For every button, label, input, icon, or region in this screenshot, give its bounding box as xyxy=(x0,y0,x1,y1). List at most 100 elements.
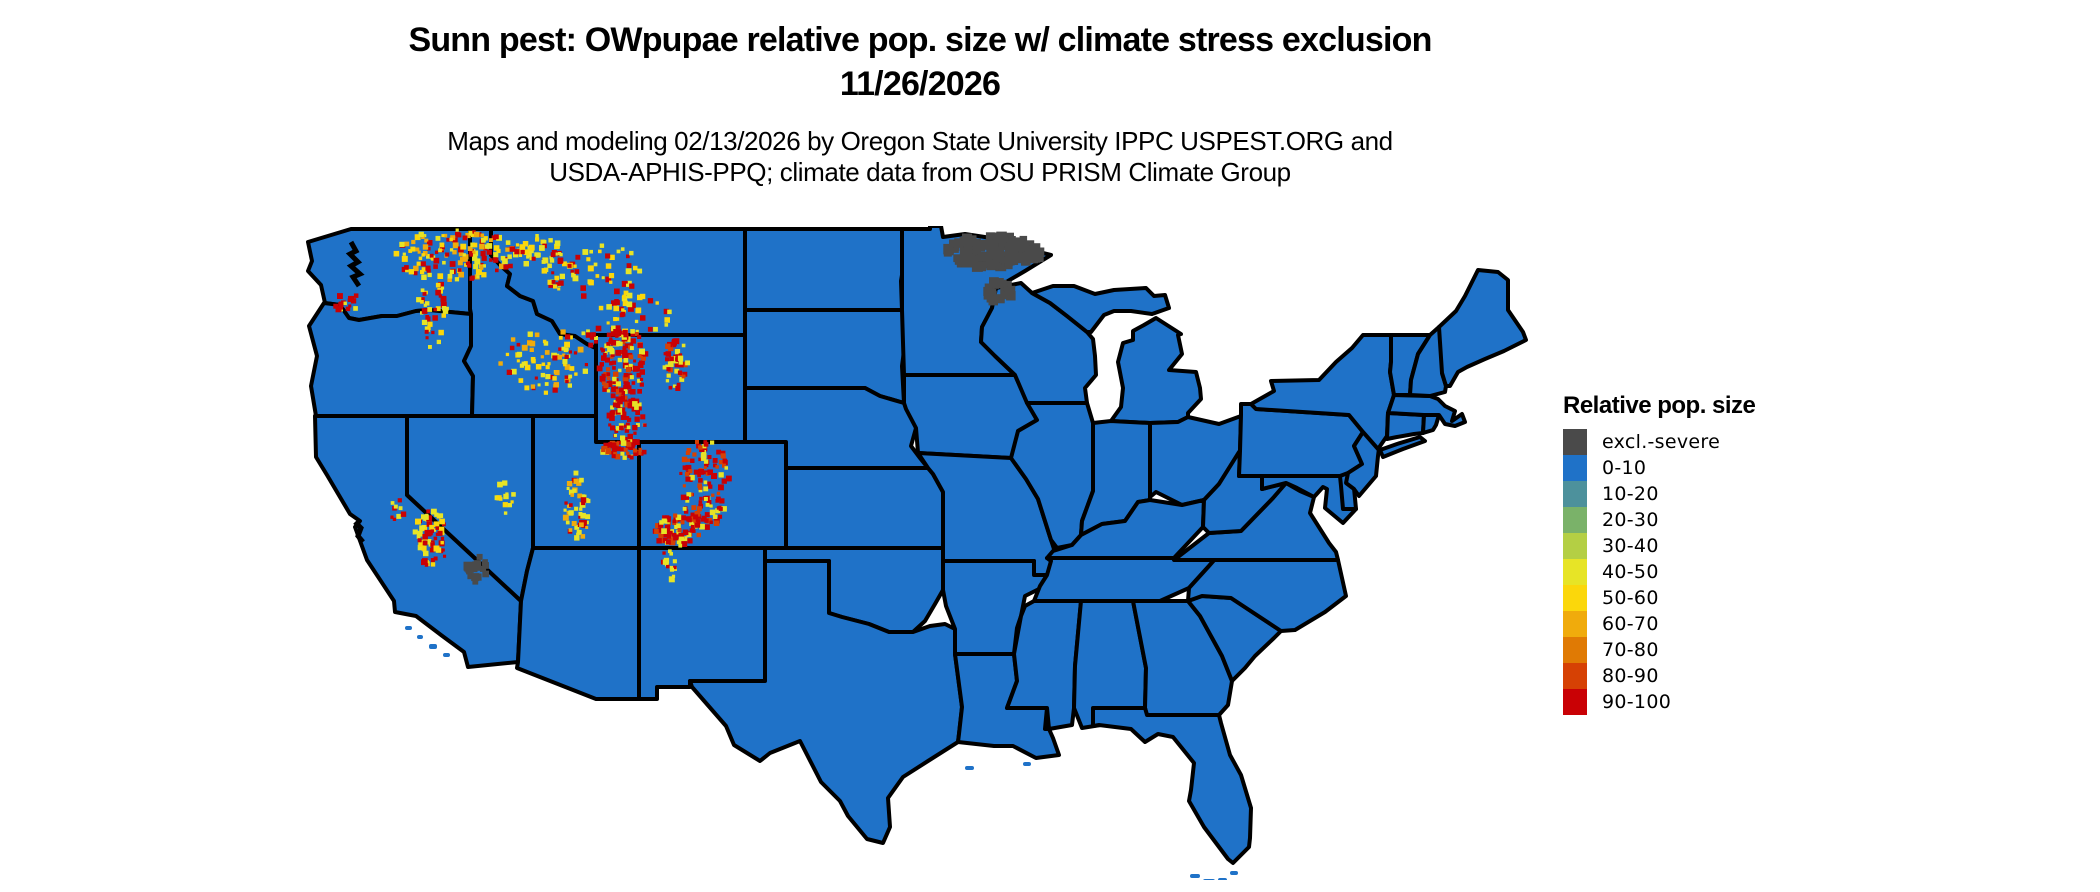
hotspot-n-new-mexico xyxy=(660,549,677,583)
raster-cell xyxy=(626,283,630,287)
raster-cell xyxy=(630,389,636,395)
raster-cell xyxy=(678,360,683,365)
raster-cell xyxy=(687,538,693,544)
raster-cell xyxy=(627,385,632,390)
raster-cell xyxy=(704,462,709,468)
raster-cell xyxy=(661,518,667,524)
raster-cell xyxy=(433,264,438,269)
raster-cell xyxy=(567,263,572,268)
raster-cell xyxy=(580,512,586,519)
raster-cell xyxy=(568,335,573,340)
raster-cell xyxy=(1005,249,1016,259)
raster-cell xyxy=(524,364,531,371)
raster-cell xyxy=(712,514,718,519)
raster-cell xyxy=(569,366,575,371)
raster-cell xyxy=(716,496,721,502)
raster-cell xyxy=(540,355,544,359)
raster-cell xyxy=(671,532,676,537)
raster-cell xyxy=(622,375,629,382)
hotspot-colorado-front-range xyxy=(679,440,732,530)
raster-cell xyxy=(676,523,681,528)
raster-cell xyxy=(580,285,586,291)
raster-cell xyxy=(333,303,339,309)
raster-cell xyxy=(405,268,409,273)
raster-cell xyxy=(694,522,701,528)
raster-cell xyxy=(621,340,626,345)
coastal-specks-layer xyxy=(405,626,1238,880)
raster-cell xyxy=(704,448,708,452)
raster-cell xyxy=(443,554,447,558)
raster-cell xyxy=(558,347,562,351)
raster-cell xyxy=(707,469,713,475)
raster-cell xyxy=(703,459,709,464)
raster-cell xyxy=(576,480,582,486)
legend-swatch xyxy=(1563,637,1587,663)
raster-cell xyxy=(608,423,612,427)
raster-cell xyxy=(655,301,659,305)
raster-cell xyxy=(562,353,566,357)
raster-cell xyxy=(574,506,579,511)
legend-item-label: 40-50 xyxy=(1602,561,1659,583)
raster-cell xyxy=(707,481,712,486)
raster-cell xyxy=(440,536,445,540)
raster-cell xyxy=(627,280,632,286)
raster-cell xyxy=(693,469,699,475)
raster-cell xyxy=(565,334,571,340)
raster-cell xyxy=(635,329,639,333)
raster-cell xyxy=(619,425,624,431)
raster-cell xyxy=(520,249,525,255)
raster-cell xyxy=(436,339,441,345)
raster-cell xyxy=(1022,245,1033,256)
raster-cell xyxy=(476,553,483,560)
raster-cell xyxy=(470,233,475,238)
raster-cell xyxy=(422,558,428,564)
raster-cell xyxy=(417,544,424,551)
raster-cell xyxy=(680,520,685,525)
raster-cell xyxy=(574,269,580,274)
raster-cell xyxy=(688,469,693,474)
raster-cell xyxy=(468,249,475,255)
raster-cell xyxy=(626,254,630,259)
raster-cell xyxy=(515,243,520,247)
raster-cell xyxy=(535,234,539,238)
raster-cell xyxy=(458,271,464,278)
raster-cell xyxy=(475,269,482,275)
raster-cell xyxy=(564,375,569,379)
raster-cell xyxy=(564,501,568,505)
hotspot-wind-river xyxy=(606,395,647,450)
raster-cell xyxy=(552,387,558,393)
raster-cell xyxy=(562,261,567,267)
raster-cell xyxy=(433,257,440,264)
raster-cell xyxy=(418,542,424,547)
raster-cell xyxy=(584,363,588,367)
raster-cell xyxy=(425,539,432,545)
raster-cell xyxy=(572,488,577,493)
raster-cell xyxy=(626,292,633,299)
raster-cell xyxy=(614,441,619,447)
raster-cell xyxy=(665,539,671,545)
raster-cell xyxy=(682,529,689,536)
raster-cell xyxy=(681,541,688,547)
raster-cell xyxy=(472,255,478,261)
raster-cell xyxy=(676,382,681,387)
raster-cell xyxy=(473,231,480,238)
raster-cell xyxy=(629,455,634,460)
raster-cell xyxy=(435,282,441,288)
raster-cell xyxy=(704,512,710,518)
raster-cell xyxy=(547,279,553,285)
raster-cell xyxy=(628,354,634,360)
raster-cell xyxy=(564,364,571,370)
raster-cell xyxy=(400,511,407,517)
raster-cell xyxy=(603,372,609,378)
legend-title: Relative pop. size xyxy=(1563,392,1756,419)
raster-cell xyxy=(718,460,724,465)
raster-cell xyxy=(606,342,611,346)
raster-cell xyxy=(489,258,493,262)
raster-cell xyxy=(615,325,621,331)
raster-cell xyxy=(614,331,620,337)
raster-cell xyxy=(639,369,645,375)
hotspot-san-juans xyxy=(652,513,701,548)
raster-cell xyxy=(506,369,512,375)
legend-swatch xyxy=(1563,611,1587,637)
raster-cell xyxy=(623,424,627,428)
